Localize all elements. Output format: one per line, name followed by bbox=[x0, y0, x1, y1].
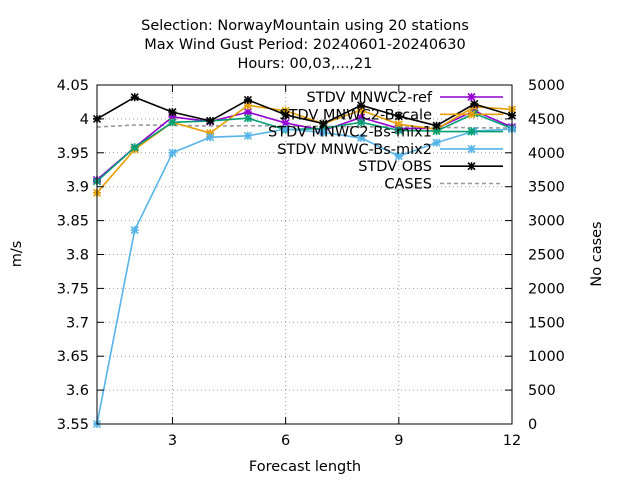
series-stdv-mnwc-bs-mix2 bbox=[92, 125, 517, 429]
data-point-stdv-mnwc-bs-mix2 bbox=[130, 226, 139, 235]
legend-label: CASES bbox=[384, 177, 432, 193]
data-point-stdv-mnwc-bs-mix2 bbox=[357, 133, 366, 142]
y2-tick-label: 1000 bbox=[528, 349, 565, 365]
chart-title-line-1: Selection: NorwayMountain using 20 stati… bbox=[141, 18, 469, 34]
x-axis-ticks: 3 6 9 12 bbox=[168, 85, 521, 449]
legend-label: STDV MNWC2-Bscale bbox=[279, 107, 432, 123]
legend-label: STDV MNWC2-ref bbox=[307, 90, 433, 106]
data-point-stdv-mnwc-bs-mix2 bbox=[281, 125, 290, 134]
series-stdv-obs bbox=[92, 93, 517, 130]
x-tick-label: 6 bbox=[281, 433, 290, 449]
x-tick-label: 12 bbox=[503, 433, 521, 449]
y-tick-label: 3.65 bbox=[57, 349, 89, 365]
data-point-stdv-obs bbox=[470, 99, 479, 109]
data-point-stdv-mnwc-bs-mix2 bbox=[168, 148, 177, 157]
data-point-stdv-mnwc-bs-mix2 bbox=[394, 152, 403, 161]
legend-sample-marker bbox=[467, 110, 476, 119]
y2-tick-label: 1500 bbox=[528, 315, 565, 331]
y-tick-label: 3.9 bbox=[66, 180, 89, 196]
data-point-stdv-obs bbox=[130, 93, 139, 102]
legend-sample-marker bbox=[467, 92, 476, 102]
data-point-stdv-obs bbox=[319, 119, 328, 128]
data-point-stdv-mnwc-bs-mix2 bbox=[432, 138, 441, 147]
y2-axis-label: No cases bbox=[589, 221, 605, 286]
legend-label: STDV OBS bbox=[358, 159, 432, 175]
y2-tick-label: 2500 bbox=[528, 248, 565, 264]
y-tick-label: 4 bbox=[80, 112, 89, 128]
data-point-stdv-obs bbox=[243, 95, 252, 104]
y2-axis-ticks: 0 500 1000 1500 2000 2500 3000 3500 4000 4500 5000 bbox=[505, 78, 565, 433]
legend-label: STDV MNWC2-Bs-mix1 bbox=[268, 125, 432, 141]
data-point-stdv-mnwc2-bs-mix1 bbox=[243, 114, 252, 123]
y2-tick-label: 5000 bbox=[528, 78, 565, 94]
data-point-stdv-obs bbox=[281, 110, 290, 119]
series-line-stdv-mnwc2-bs-mix1 bbox=[96, 112, 513, 182]
y-tick-label: 3.7 bbox=[66, 315, 89, 331]
y-tick-label: 3.75 bbox=[57, 281, 89, 297]
chart-title-block: Selection: NorwayMountain using 20 stati… bbox=[141, 18, 469, 72]
y2-tick-label: 3500 bbox=[528, 180, 565, 196]
legend-entry-stdv-obs: STDV OBS bbox=[358, 159, 503, 175]
y-tick-label: 3.95 bbox=[57, 146, 89, 162]
y-tick-label: 4.05 bbox=[57, 78, 89, 94]
legend-entry-stdv-mnwc2-bscale: STDV MNWC2-Bscale bbox=[279, 107, 503, 123]
data-point-stdv-mnwc-bs-mix2 bbox=[206, 133, 215, 142]
data-point-stdv-mnwc-bs-mix2 bbox=[243, 131, 252, 140]
legend-entry-cases: CASES bbox=[384, 177, 503, 193]
data-point-stdv-mnwc-bs-mix2 bbox=[319, 128, 328, 137]
data-point-stdv-obs bbox=[394, 112, 403, 121]
y2-tick-label: 4000 bbox=[528, 146, 565, 162]
data-point-stdv-mnwc2-bs-mix1 bbox=[168, 118, 177, 127]
legend-sample-marker bbox=[467, 162, 476, 171]
data-point-stdv-mnwc2-ref bbox=[281, 118, 290, 128]
series-layer bbox=[92, 93, 517, 429]
data-point-stdv-obs bbox=[168, 108, 177, 117]
data-point-stdv-mnwc2-bs-mix1 bbox=[394, 126, 403, 135]
chart-title-line-3: Hours: 00,03,...,21 bbox=[238, 56, 373, 72]
chart-title-line-2: Max Wind Gust Period: 20240601-20240630 bbox=[144, 37, 465, 53]
y-tick-label: 3.8 bbox=[66, 248, 89, 264]
legend-sample-marker bbox=[467, 127, 476, 136]
legend-entry-stdv-mnwc-bs-mix2: STDV MNWC-Bs-mix2 bbox=[277, 142, 503, 158]
data-point-stdv-mnwc2-bs-mix1 bbox=[130, 143, 139, 152]
y-tick-label: 3.55 bbox=[57, 417, 89, 433]
series-line-stdv-mnwc-bs-mix2 bbox=[96, 128, 513, 425]
legend-entry-stdv-mnwc2-bs-mix1: STDV MNWC2-Bs-mix1 bbox=[268, 125, 503, 141]
data-point-stdv-obs bbox=[432, 121, 441, 130]
y-tick-label: 3.85 bbox=[57, 214, 89, 230]
y-axis-ticks: 3.55 3.6 3.65 3.7 3.75 3.8 3.85 3.9 3.95 4 4.05 bbox=[57, 78, 104, 433]
x-tick-label: 3 bbox=[168, 433, 177, 449]
x-axis-label: Forecast length bbox=[249, 459, 361, 475]
y-axis-label: m/s bbox=[9, 241, 25, 268]
legend-entry-stdv-mnwc2-ref: STDV MNWC2-ref bbox=[307, 90, 503, 106]
data-point-stdv-obs bbox=[357, 101, 366, 110]
legend-label: STDV MNWC-Bs-mix2 bbox=[277, 142, 432, 158]
y2-tick-label: 4500 bbox=[528, 112, 565, 128]
y2-tick-label: 500 bbox=[528, 383, 556, 399]
x-tick-label: 9 bbox=[394, 433, 403, 449]
data-point-stdv-mnwc2-bs-mix1 bbox=[357, 118, 366, 127]
y2-tick-label: 2000 bbox=[528, 281, 565, 297]
data-point-stdv-obs bbox=[206, 116, 215, 125]
y2-tick-label: 3000 bbox=[528, 214, 565, 230]
y2-tick-label: 0 bbox=[528, 417, 537, 433]
series-line-stdv-obs bbox=[96, 96, 513, 127]
y-tick-label: 3.6 bbox=[66, 383, 89, 399]
legend-sample-marker bbox=[467, 144, 476, 153]
